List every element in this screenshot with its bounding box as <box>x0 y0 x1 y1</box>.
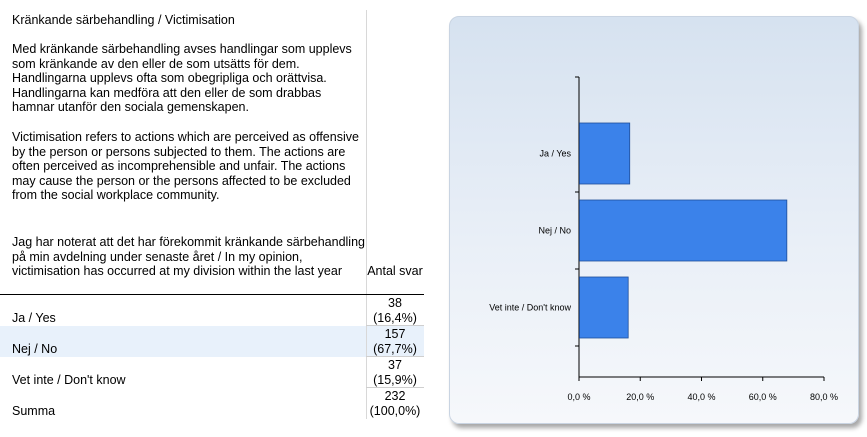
cell-divider <box>366 326 367 357</box>
row-percent: (15,9%) <box>373 372 417 387</box>
row-value: 37 (15,9%) <box>366 358 424 387</box>
total-count: 232 <box>384 389 406 403</box>
cell-divider <box>366 388 367 419</box>
count-column-header: Antal svar <box>367 264 423 278</box>
question-title: Kränkande särbehandling / Victimisation <box>12 13 235 27</box>
category-label: Vet inte / Don't know <box>489 303 571 313</box>
row-count: 38 <box>388 296 402 310</box>
definition-swedish: Med kränkande särbehandling avses handli… <box>12 42 352 114</box>
x-tick-label: 40,0 % <box>687 392 715 402</box>
x-tick-label: 0,0 % <box>567 392 590 402</box>
x-tick-label: 80,0 % <box>810 392 838 402</box>
row-count: 157 <box>384 327 406 341</box>
row-value: 232 (100,0%) <box>366 389 424 418</box>
bar-1 <box>579 122 631 185</box>
row-value: 38 (16,4%) <box>366 296 424 325</box>
bar-2 <box>579 199 788 262</box>
row-label: Vet inte / Don't know <box>12 373 126 387</box>
header-rule <box>0 294 424 295</box>
row-separator <box>366 356 424 357</box>
cell-divider <box>366 295 367 326</box>
row-label: Ja / Yes <box>12 311 56 325</box>
x-tick-label: 60,0 % <box>749 392 777 402</box>
total-percent: (100,0%) <box>369 403 421 418</box>
bar-3 <box>579 276 629 339</box>
row-separator <box>366 387 424 388</box>
row-count: 37 <box>388 358 402 372</box>
table-row: Vet inte / Don't know 37 (15,9%) <box>0 357 424 388</box>
summary-row: Summa 232 (100,0%) <box>0 388 424 419</box>
row-separator <box>366 325 424 326</box>
table-row: Ja / Yes 38 (16,4%) <box>0 295 424 326</box>
column-divider <box>366 10 367 295</box>
row-percent: (16,4%) <box>373 310 417 325</box>
results-table-panel: Kränkande särbehandling / Victimisation … <box>0 0 425 437</box>
bar-chart: Ja / Yes Nej / No Vet inte / Don't know 0,0… <box>489 76 838 402</box>
cell-divider <box>366 357 367 388</box>
x-tick-label: 20,0 % <box>626 392 654 402</box>
category-label: Nej / No <box>538 226 571 236</box>
row-label: Nej / No <box>12 342 58 356</box>
summary-label: Summa <box>12 404 56 418</box>
definition-english: Victimisation refers to actions which ar… <box>12 130 359 202</box>
table-row: Nej / No 157 (67,7%) <box>0 326 424 357</box>
row-percent: (67,7%) <box>373 341 417 356</box>
category-label: Ja / Yes <box>539 149 571 159</box>
chart-panel: Ja / Yes Nej / No Vet inte / Don't know 0,0… <box>449 16 859 424</box>
question-statement: Jag har noterat att det har förekommit k… <box>12 235 365 278</box>
row-value: 157 (67,7%) <box>366 327 424 356</box>
